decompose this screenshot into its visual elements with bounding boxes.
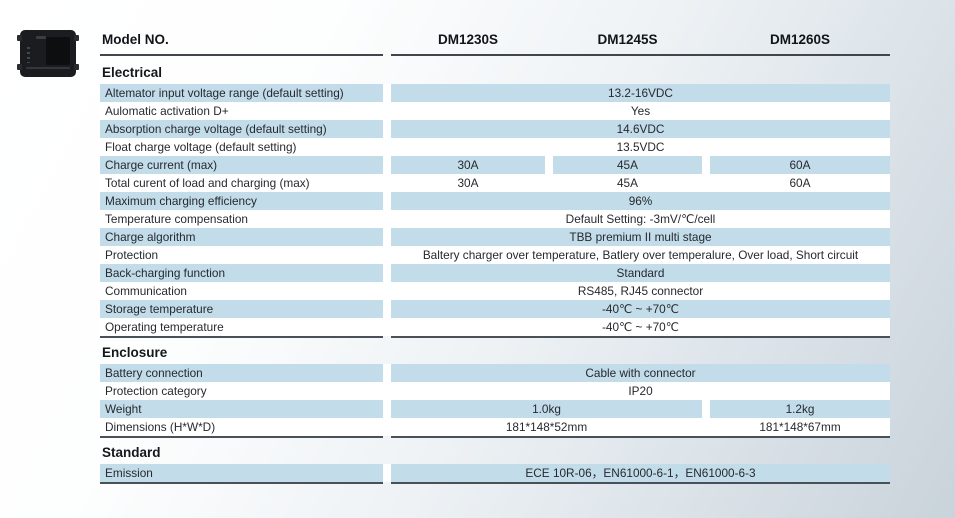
spec-value: 181*148*67mm <box>710 418 890 436</box>
device-logo-mark <box>36 36 46 39</box>
spec-value: 30A <box>391 156 545 174</box>
table-row: Altemator input voltage range (default s… <box>100 84 890 102</box>
section-title-standard: Standard <box>102 445 161 460</box>
section-title-enclosure: Enclosure <box>102 345 168 360</box>
table-row: Weight 1.0kg 1.2kg <box>100 400 890 418</box>
table-row: Temperature compensation Default Setting… <box>100 210 890 228</box>
table-row: Battery connection Cable with connector <box>100 364 890 382</box>
model-columns: DM1230S DM1245S DM1260S <box>391 30 890 56</box>
table-row: Charge current (max) 30A 45A 60A <box>100 156 890 174</box>
spec-label: Protection <box>100 246 383 264</box>
spec-label: Total curent of load and charging (max) <box>100 174 383 192</box>
spec-label: Operating temperature <box>100 318 383 338</box>
spec-value: ECE 10R-06，EN61000-6-1，EN61000-6-3 <box>391 464 890 482</box>
mount-tab <box>74 64 79 70</box>
spec-label: Storage temperature <box>100 300 383 318</box>
spec-value: 181*148*52mm <box>391 418 702 436</box>
table-row: Total curent of load and charging (max) … <box>100 174 890 192</box>
device-front-panel <box>46 37 70 65</box>
mount-tab <box>17 35 22 41</box>
spec-label: Emission <box>100 464 383 484</box>
table-row: Emission ECE 10R-06，EN61000-6-1，EN61000-… <box>100 464 890 484</box>
table-header-row: Model NO. DM1230S DM1245S DM1260S <box>100 30 890 56</box>
spec-value: 1.0kg <box>391 400 702 418</box>
table-row: Maximum charging efficiency 96% <box>100 192 890 210</box>
table-row: Protection Baltery charger over temperat… <box>100 246 890 264</box>
mount-tab <box>17 64 22 70</box>
spec-value: IP20 <box>391 382 890 400</box>
spec-label: Battery connection <box>100 364 383 382</box>
table-row: Communication RS485, RJ45 connector <box>100 282 890 300</box>
spec-value: 30A <box>391 174 545 192</box>
table-row: Storage temperature -40℃ ~ +70℃ <box>100 300 890 318</box>
spec-label: Charge current (max) <box>100 156 383 174</box>
spec-label: Float charge voltage (default setting) <box>100 138 383 156</box>
section-title-electrical: Electrical <box>102 65 163 80</box>
table-row: Back-charging function Standard <box>100 264 890 282</box>
spec-value: RS485, RJ45 connector <box>391 282 890 300</box>
spec-label: Protection category <box>100 382 383 400</box>
spec-label: Altemator input voltage range (default s… <box>100 84 383 102</box>
table-row: Operating temperature -40℃ ~ +70℃ <box>100 318 890 338</box>
spec-label: Absorption charge voltage (default setti… <box>100 120 383 138</box>
spec-value: TBB premium II multi stage <box>391 228 890 246</box>
product-image <box>17 30 79 77</box>
model-column-dm1260s: DM1260S <box>769 32 831 47</box>
model-no-header: Model NO. <box>100 30 383 56</box>
table-row: Protection category IP20 <box>100 382 890 400</box>
spec-table: Model NO. DM1230S DM1245S DM1260S Electr… <box>100 30 890 484</box>
model-column-dm1230s: DM1230S <box>437 32 499 47</box>
spec-label: Temperature compensation <box>100 210 383 228</box>
device-vent-dots <box>27 47 30 63</box>
spec-value: -40℃ ~ +70℃ <box>391 300 890 318</box>
spec-value: -40℃ ~ +70℃ <box>391 318 890 336</box>
spec-value: Baltery charger over temperature, Batler… <box>391 246 890 264</box>
table-row: Charge algorithm TBB premium II multi st… <box>100 228 890 246</box>
model-column-dm1245s: DM1245S <box>597 32 658 47</box>
spec-value: Cable with connector <box>391 364 890 382</box>
spec-value: Default Setting: -3mV/℃/cell <box>391 210 890 228</box>
spec-value: 45A <box>553 174 702 192</box>
spec-value: 60A <box>710 156 890 174</box>
spec-value: 96% <box>391 192 890 210</box>
spec-value: 13.2-16VDC <box>391 84 890 102</box>
spec-label: Dimensions (H*W*D) <box>100 418 383 438</box>
device-bottom-strip <box>26 67 70 69</box>
spec-label: Communication <box>100 282 383 300</box>
spec-label: Back-charging function <box>100 264 383 282</box>
spec-label: Weight <box>100 400 383 418</box>
spec-value: 13.5VDC <box>391 138 890 156</box>
spec-value: 1.2kg <box>710 400 890 418</box>
spec-value: 60A <box>710 174 890 192</box>
table-row: Float charge voltage (default setting) 1… <box>100 138 890 156</box>
spec-label: Charge algorithm <box>100 228 383 246</box>
spec-label: Aulomatic activation D+ <box>100 102 383 120</box>
table-row: Absorption charge voltage (default setti… <box>100 120 890 138</box>
table-row: Dimensions (H*W*D) 181*148*52mm 181*148*… <box>100 418 890 438</box>
spec-label: Maximum charging efficiency <box>100 192 383 210</box>
table-row: Aulomatic activation D+ Yes <box>100 102 890 120</box>
spec-value: Yes <box>391 102 890 120</box>
spec-value: 14.6VDC <box>391 120 890 138</box>
mount-tab <box>74 35 79 41</box>
spec-value: Standard <box>391 264 890 282</box>
spec-value: 45A <box>553 156 702 174</box>
